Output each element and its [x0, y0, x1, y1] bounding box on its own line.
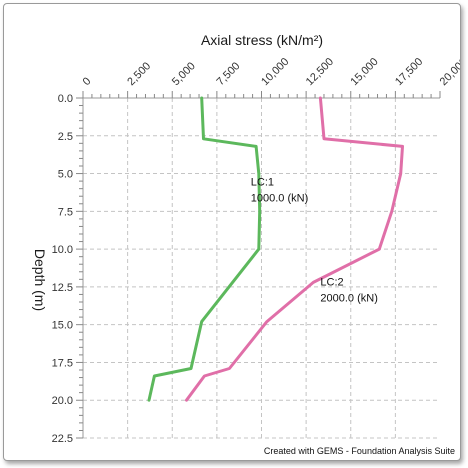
x-tick-label: 7,500 — [215, 60, 243, 88]
x-tick-label: 15,000 — [348, 56, 380, 88]
axial-stress-chart: Axial stress (kN/m²) Depth (m) 0 2,500 5,0… — [32, 32, 460, 456]
load-case-name: LC:1 — [251, 177, 274, 189]
x-tick-label: 12,500 — [304, 56, 336, 88]
y-tick-label: 20.0 — [52, 395, 73, 407]
chart-frame: Axial stress (kN/m²) Depth (m) 0 2,500 5,0… — [3, 3, 461, 461]
x-tick-label: 5,000 — [170, 60, 198, 88]
x-axis-title: Axial stress (kN/m²) — [201, 32, 323, 48]
axes: 0 2,500 5,000 7,500 10,000 12,500 15,000 17,500… — [52, 56, 460, 445]
x-tick-label: 10,000 — [259, 56, 291, 88]
grid — [83, 98, 440, 439]
load-case-label-2: LC:2 2000.0 (kN) — [320, 276, 377, 304]
y-tick-label: 10.0 — [52, 244, 73, 256]
load-case-name: LC:2 — [320, 276, 343, 288]
series-line-2 — [185, 96, 404, 402]
y-tick-label: 12.5 — [52, 282, 73, 294]
x-tick-label: 17,500 — [393, 56, 425, 88]
x-tick-label: 20,000 — [438, 56, 460, 88]
y-tick-label: 22.5 — [52, 433, 73, 445]
series-line-1 — [147, 96, 262, 402]
load-case-value: 1000.0 (kN) — [251, 193, 308, 205]
x-tick-label: 0 — [81, 75, 94, 88]
y-tick-label: 7.5 — [58, 206, 73, 218]
footer-credit: Created with GEMS - Foundation Analysis … — [264, 446, 455, 456]
y-axis-title: Depth (m) — [32, 249, 48, 311]
y-tick-label: 15.0 — [52, 320, 73, 332]
y-tick-label: 17.5 — [52, 357, 73, 369]
y-tick-label: 0.0 — [58, 93, 73, 105]
series-lines — [147, 96, 404, 402]
load-case-label-1: LC:1 1000.0 (kN) — [251, 177, 308, 205]
y-tick-label: 5.0 — [58, 169, 73, 181]
annotations: LC:1 1000.0 (kN) LC:2 2000.0 (kN) — [251, 177, 378, 305]
x-tick-label: 2,500 — [125, 60, 153, 88]
y-tick-label: 2.5 — [58, 131, 73, 143]
load-case-value: 2000.0 (kN) — [320, 292, 377, 304]
